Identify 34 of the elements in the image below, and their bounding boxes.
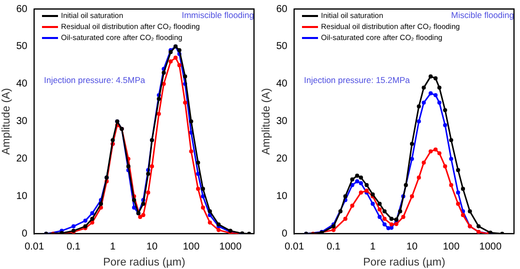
y-tick-label: 10 xyxy=(276,191,288,202)
y-axis-title: Amplitude (A) xyxy=(260,88,273,155)
y-tick-label: 30 xyxy=(276,116,288,128)
y-axis-title: Amplitude (A) xyxy=(0,88,13,155)
y-tick-label: 0 xyxy=(282,228,288,240)
x-axis-title: Pore radius (µm) xyxy=(103,256,186,268)
x-tick-label: 0.01 xyxy=(284,242,304,253)
x-tick-label: 10 xyxy=(406,242,418,253)
y-tick-label: 20 xyxy=(276,154,288,165)
y-tick-label: 20 xyxy=(16,154,28,165)
x-tick-label: 1 xyxy=(110,242,116,253)
x-tick-label: 0.1 xyxy=(326,242,341,253)
y-tick-label: 40 xyxy=(16,78,28,90)
y-tick-label: 50 xyxy=(276,41,288,52)
x-tick-label: 0.01 xyxy=(24,242,44,253)
x-tick-label: 100 xyxy=(182,242,200,253)
annotation: Immiscible flooding xyxy=(182,10,254,20)
annotation: Miscible flooding xyxy=(451,10,514,20)
y-tick-label: 50 xyxy=(16,41,28,52)
x-tick-label: 1000 xyxy=(479,242,502,253)
y-tick-label: 0 xyxy=(22,228,28,240)
x-tick-label: 0.1 xyxy=(66,242,81,253)
y-tick-label: 10 xyxy=(16,191,28,202)
annotation: Injection pressure: 4.5MPa xyxy=(44,75,146,85)
annotation: Injection pressure: 15.2MPa xyxy=(304,75,410,85)
y-tick-label: 60 xyxy=(276,4,288,15)
y-tick-label: 30 xyxy=(16,116,28,128)
y-tick-label: 60 xyxy=(16,4,28,15)
x-axis-title: Pore radius (µm) xyxy=(363,256,446,268)
y-tick-label: 40 xyxy=(276,78,288,90)
x-tick-label: 1000 xyxy=(219,242,242,253)
x-tick-label: 1 xyxy=(370,242,376,253)
x-tick-label: 10 xyxy=(146,242,158,253)
x-tick-label: 100 xyxy=(442,242,460,253)
